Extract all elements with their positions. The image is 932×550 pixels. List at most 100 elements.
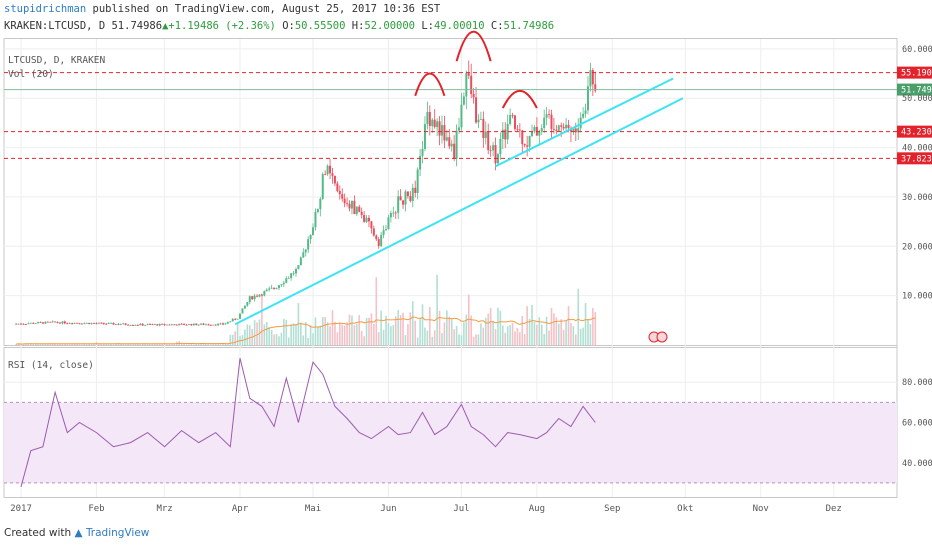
candle-body (294, 268, 297, 274)
candle-body (56, 322, 59, 323)
candle-body (100, 322, 103, 324)
pattern-arc (414, 72, 446, 97)
candle-body (256, 295, 259, 297)
candle-body (190, 324, 193, 326)
volume-bar (407, 324, 409, 345)
volume-bar (285, 319, 288, 345)
volume-bar (431, 336, 434, 345)
volume-bar (482, 327, 485, 345)
volume-bar (81, 344, 83, 345)
author-link[interactable]: stupidrichman (4, 3, 87, 15)
volume-bar (416, 337, 419, 345)
volume-bar (519, 332, 521, 345)
candle-body (411, 187, 414, 201)
candle-body (404, 191, 407, 205)
volume-bar (27, 343, 30, 345)
candle-body (275, 288, 278, 289)
time-tick-label: Apr (232, 504, 249, 514)
volume-bar (528, 318, 531, 345)
volume-bar (470, 315, 472, 345)
volume-bar (424, 327, 426, 345)
candle-body (195, 323, 198, 326)
time-tick-label: Dez (826, 504, 842, 514)
trendlines (234, 77, 684, 326)
volume-bar (436, 274, 438, 345)
volume-bar (214, 343, 217, 345)
volume-bar (300, 322, 302, 345)
candle-body (489, 150, 492, 151)
candle-body (552, 128, 555, 130)
volume-bar (17, 343, 20, 345)
horizontal-levels: 55.19039 43.23087 37.82304 51.74986 (4, 66, 932, 165)
candle-body (277, 285, 280, 289)
candle-body (163, 323, 166, 325)
candle-body (299, 257, 302, 266)
volume-bar (565, 320, 567, 345)
volume-bar (358, 315, 361, 345)
volume-bar (370, 313, 373, 345)
price-axis[interactable]: 60.00000 50.00000 40.00000 30.00000 20.00000… (902, 45, 932, 302)
main-legend: LTCUSD, D, KRAKEN (8, 55, 106, 66)
main-pane[interactable] (3, 38, 898, 346)
trendline (234, 97, 684, 326)
time-axis[interactable]: 2017 Feb Mrz Apr Mai Jun Jul Aug Sep Okt Nov Dez (10, 504, 842, 514)
volume-bar (514, 331, 516, 345)
volume-bar (37, 343, 39, 345)
volume-bar (307, 338, 309, 345)
level-badge (897, 66, 932, 79)
candle-body (494, 145, 497, 164)
rsi-axis[interactable]: 80.00000 60.00000 40.00000 (902, 378, 932, 469)
last-price-badge (897, 83, 932, 96)
high-label: H: (351, 20, 365, 32)
volume-bar (309, 325, 312, 345)
volume-bar (341, 324, 344, 345)
volume-bar (236, 323, 239, 345)
volume-bar (166, 344, 168, 345)
candle-body (448, 137, 451, 147)
volume-bar (261, 293, 263, 345)
candle-body (414, 187, 417, 194)
candle-body (550, 114, 553, 129)
volume-bar (263, 324, 266, 345)
price-tick-label: 40.00000 (902, 144, 932, 154)
candle-body (61, 321, 64, 324)
events-flag-icon[interactable] (648, 331, 668, 343)
level-label: 43.23087 (901, 128, 932, 138)
high-value: 52.00000 (364, 20, 415, 32)
footer: Created with ▲ TradingView (4, 527, 149, 539)
candle-body (93, 323, 96, 324)
volume-bar (171, 344, 173, 345)
volume-bar (377, 332, 380, 345)
volume-ma-line (16, 316, 596, 345)
candle-body (540, 127, 543, 132)
volume-bar (275, 334, 278, 345)
volume-bar (545, 316, 548, 345)
candle-body (304, 249, 307, 253)
chart-canvas[interactable]: 55.19039 43.23087 37.82304 51.74986 60.0000… (0, 0, 932, 520)
candle-body (467, 73, 470, 76)
volume-bar (132, 344, 134, 345)
volume-bar (253, 320, 256, 345)
candle-body (270, 287, 273, 289)
candle-body (324, 174, 327, 175)
candle-body (336, 183, 339, 192)
candle-body (51, 321, 54, 323)
candle-body (46, 321, 49, 323)
candle-body (316, 209, 319, 213)
volume-bar (78, 344, 81, 345)
candle-body (355, 206, 358, 215)
volume-bar (331, 310, 334, 345)
candle-body (280, 284, 283, 286)
volume-bar (190, 343, 193, 345)
volume-bar (321, 317, 324, 345)
candle-body (131, 325, 134, 326)
candle-body (285, 278, 288, 283)
candle-body (321, 174, 324, 199)
candle-body (472, 94, 475, 98)
candle-body (555, 129, 558, 131)
volume-bar (54, 343, 56, 345)
candle-body (523, 144, 526, 146)
candle-body (29, 322, 32, 324)
tradingview-brand[interactable]: TradingView (85, 527, 150, 539)
candle-body (574, 128, 577, 133)
